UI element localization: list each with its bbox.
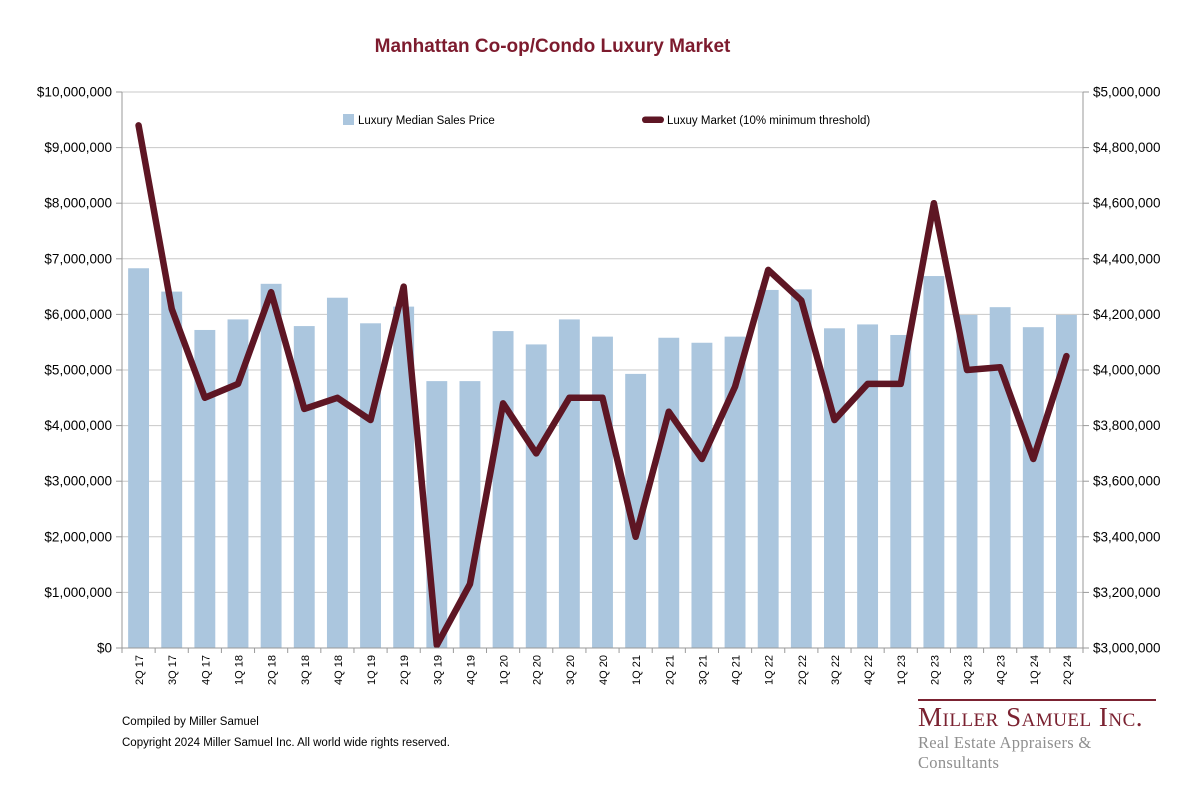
bar-4Q-17 xyxy=(194,329,216,648)
y-axis-label-right: $3,800,000 xyxy=(1093,418,1161,433)
x-axis-label: 2Q 23 xyxy=(929,655,941,685)
bar-2Q-19 xyxy=(393,306,415,648)
legend-line-label: Luxuy Market (10% minimum threshold) xyxy=(667,115,870,127)
y-axis-label-right: $4,800,000 xyxy=(1093,140,1161,155)
y-axis-label-right: $4,600,000 xyxy=(1093,196,1161,211)
x-axis-label: 2Q 18 xyxy=(267,655,279,685)
bar-4Q-20 xyxy=(592,336,613,648)
x-axis-label: 3Q 19 xyxy=(432,655,444,685)
bar-1Q-22 xyxy=(757,289,779,648)
legend-bar-swatch xyxy=(343,114,354,125)
bar-2Q-21 xyxy=(658,337,680,648)
legend-line-swatch xyxy=(642,116,664,123)
y-axis-label-right: $3,600,000 xyxy=(1093,474,1161,489)
x-axis-label: 3Q 22 xyxy=(830,655,842,685)
x-axis-label: 3Q 17 xyxy=(167,655,179,685)
y-axis-label-right: $3,000,000 xyxy=(1093,641,1161,656)
x-axis-label: 4Q 20 xyxy=(598,655,610,685)
x-axis-label: 4Q 22 xyxy=(863,655,875,685)
x-axis-label: 2Q 21 xyxy=(664,655,676,685)
x-axis-label: 1Q 19 xyxy=(366,655,378,685)
legend-bar-label: Luxury Median Sales Price xyxy=(358,115,495,127)
y-axis-label-left: $2,000,000 xyxy=(44,529,112,544)
bar-2Q-18 xyxy=(260,283,282,648)
y-axis-label-left: $8,000,000 xyxy=(44,196,112,211)
x-axis-label: 1Q 21 xyxy=(631,655,643,685)
y-axis-label-right: $3,200,000 xyxy=(1093,585,1161,600)
bar-3Q-19 xyxy=(426,381,448,648)
bar-4Q-23 xyxy=(989,307,1011,648)
x-axis-label: 2Q 19 xyxy=(399,655,411,685)
bar-1Q-24 xyxy=(1022,327,1044,648)
logo-rule xyxy=(918,699,1156,701)
y-axis-label-right: $4,400,000 xyxy=(1093,251,1161,266)
x-axis-label: 4Q 17 xyxy=(200,655,212,685)
bar-3Q-17 xyxy=(161,291,183,648)
x-axis-label: 1Q 20 xyxy=(499,655,511,685)
company-logo: Miller Samuel Inc. Real Estate Appraiser… xyxy=(918,699,1156,773)
x-axis-label: 4Q 21 xyxy=(731,655,743,685)
bar-2Q-17 xyxy=(128,268,150,648)
x-axis-label: 1Q 18 xyxy=(233,655,245,685)
x-axis-label: 1Q 24 xyxy=(1029,655,1041,685)
chart-title: Manhattan Co-op/Condo Luxury Market xyxy=(374,36,731,57)
bar-1Q-21 xyxy=(625,373,647,648)
x-axis-label: 3Q 20 xyxy=(565,655,577,685)
x-axis-label: 3Q 18 xyxy=(300,655,312,685)
footer-compiled-by: Compiled by Miller Samuel xyxy=(122,716,259,728)
y-axis-label-right: $5,000,000 xyxy=(1093,85,1161,100)
y-axis-label-right: $3,400,000 xyxy=(1093,529,1161,544)
bar-1Q-18 xyxy=(227,319,249,648)
y-axis-label-left: $5,000,000 xyxy=(44,363,112,378)
bar-4Q-19 xyxy=(459,381,481,648)
footer-copyright: Copyright 2024 Miller Samuel Inc. All wo… xyxy=(122,737,450,749)
bar-4Q-22 xyxy=(857,324,879,648)
y-axis-label-left: $4,000,000 xyxy=(44,418,112,433)
x-axis-label: 2Q 17 xyxy=(134,655,146,685)
bar-1Q-19 xyxy=(360,323,381,648)
y-axis-label-left: $10,000,000 xyxy=(37,85,112,100)
x-axis-label: 2Q 24 xyxy=(1062,655,1074,685)
chart-plot: $0 $1,000,000 $2,000,000 $3,000,000 $4,000,0… xyxy=(37,85,1161,685)
x-axis-label: 2Q 22 xyxy=(797,655,809,685)
bar-1Q-20 xyxy=(492,331,514,648)
bar-3Q-22 xyxy=(824,328,845,648)
trend-line xyxy=(135,122,1070,649)
y-axis-label-left: $0 xyxy=(97,641,112,656)
bar-4Q-18 xyxy=(326,297,348,648)
bar-3Q-23 xyxy=(956,314,978,648)
bar-2Q-20 xyxy=(525,344,547,648)
x-axis-label: 4Q 19 xyxy=(465,655,477,685)
bar-2Q-24 xyxy=(1055,314,1077,648)
bar-3Q-20 xyxy=(558,319,580,648)
x-axis-label: 1Q 23 xyxy=(896,655,908,685)
y-axis-label-left: $3,000,000 xyxy=(44,474,112,489)
y-axis-label-left: $7,000,000 xyxy=(44,251,112,266)
y-axis-label-right: $4,000,000 xyxy=(1093,363,1161,378)
x-axis-label: 3Q 23 xyxy=(963,655,975,685)
y-axis-label-left: $9,000,000 xyxy=(44,140,112,155)
x-axis-label: 2Q 20 xyxy=(532,655,544,685)
y-axis-label-left: $1,000,000 xyxy=(44,585,112,600)
x-axis-label: 4Q 23 xyxy=(996,655,1008,685)
footer: Compiled by Miller Samuel Copyright 2024… xyxy=(122,716,450,758)
y-axis-label-right: $4,200,000 xyxy=(1093,307,1161,322)
bar-3Q-21 xyxy=(691,342,713,648)
bar-2Q-22 xyxy=(790,289,812,648)
logo-tagline: Real Estate Appraisers & Consultants xyxy=(918,733,1092,773)
y-axis-label-left: $6,000,000 xyxy=(44,307,112,322)
x-axis-label: 3Q 21 xyxy=(697,655,709,685)
bar-1Q-23 xyxy=(890,334,912,648)
bar-4Q-21 xyxy=(724,336,746,648)
bar-2Q-23 xyxy=(923,276,945,648)
logo-name: Miller Samuel Inc. xyxy=(918,702,1144,732)
x-axis-label: 1Q 22 xyxy=(764,655,776,685)
x-axis-label: 4Q 18 xyxy=(333,655,345,685)
